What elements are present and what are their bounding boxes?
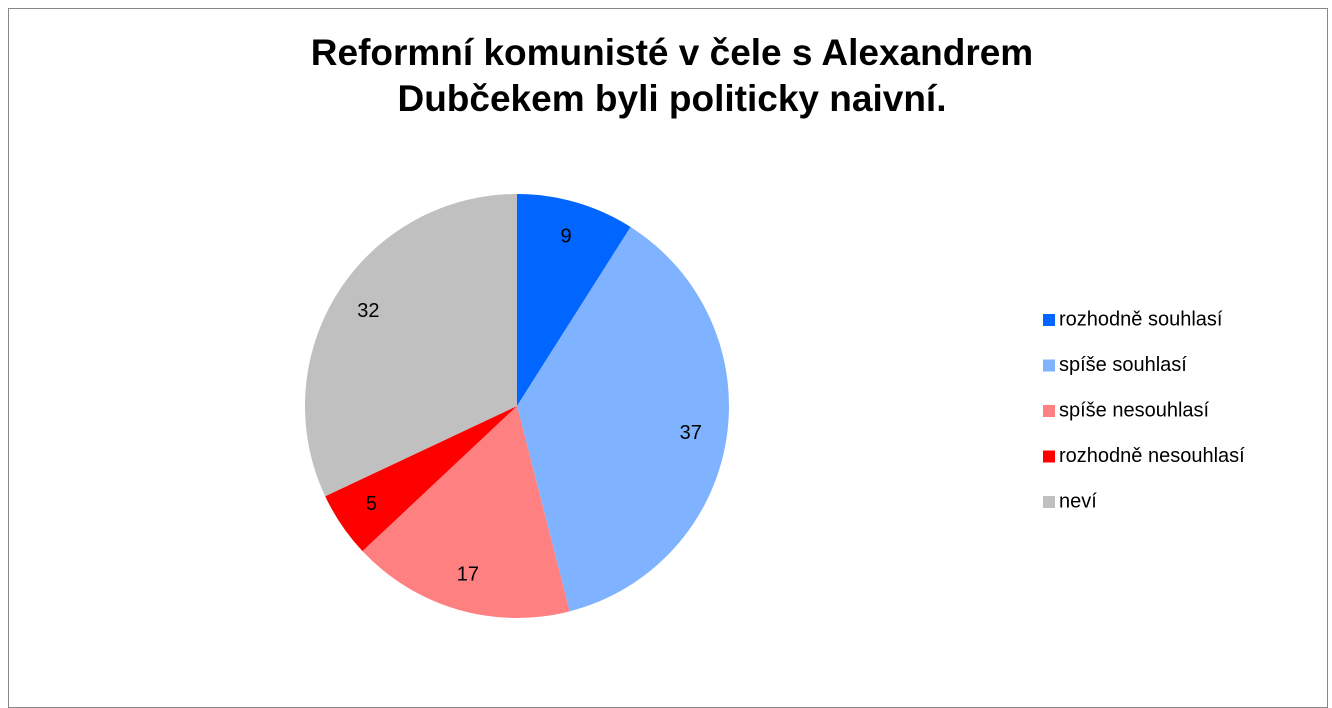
legend-label: rozhodně souhlasí	[1059, 308, 1223, 330]
legend-swatch	[1043, 359, 1055, 372]
data-label: 9	[561, 225, 572, 247]
legend-swatch	[1043, 496, 1055, 508]
legend-label: rozhodně nesouhlasí	[1059, 445, 1245, 467]
chart-title: Reformní komunisté v čele s Alexandrem D…	[310, 32, 1034, 119]
legend-label: neví	[1059, 490, 1097, 512]
legend-label: spíše souhlasí	[1059, 354, 1187, 376]
legend-swatch	[1043, 314, 1055, 326]
data-label: 32	[357, 300, 379, 322]
legend-swatch	[1043, 405, 1055, 417]
pie-slice	[517, 194, 631, 406]
pie-slice	[325, 406, 517, 552]
legend-label: spíše nesouhlasí	[1059, 399, 1210, 421]
data-label: 5	[366, 493, 377, 515]
pie-slice	[304, 194, 517, 497]
pie-slice	[362, 406, 570, 619]
chart: 9 37 17 5 32 rozhodně souhlasí spíše souhlasí s…	[304, 194, 1245, 619]
pie-slice	[517, 227, 730, 612]
data-label: 37	[680, 422, 702, 444]
legend-swatch	[1043, 450, 1055, 463]
data-label: 17	[457, 563, 479, 585]
page: Reformní komunisté v čele s Alexandrem D…	[8, 8, 1328, 708]
